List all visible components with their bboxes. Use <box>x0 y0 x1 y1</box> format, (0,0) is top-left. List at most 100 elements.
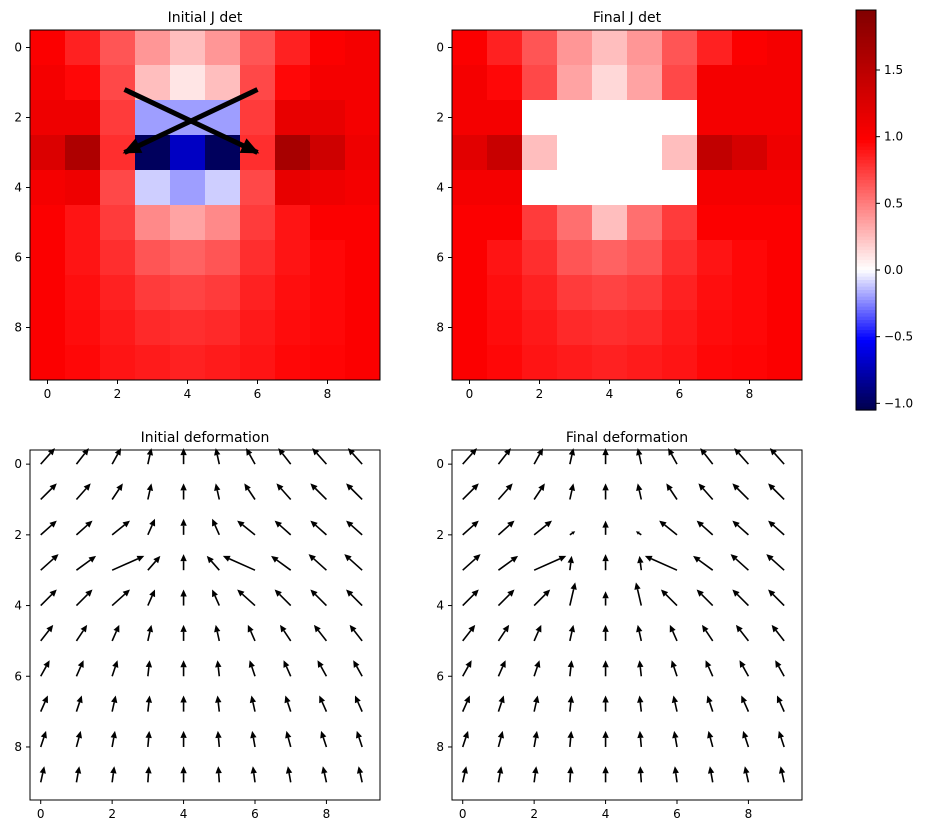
colorbar-segment <box>856 380 876 384</box>
arrow-head <box>149 589 156 598</box>
colorbar-segment <box>856 10 876 14</box>
heatmap-cell <box>135 30 171 66</box>
arrow-shaft <box>742 665 750 677</box>
x-tick-label: 6 <box>673 807 681 821</box>
colorbar-segment <box>856 223 876 228</box>
colorbar-segment <box>856 333 876 338</box>
quiver-arrow <box>212 518 221 536</box>
arrow-head <box>568 448 576 456</box>
arrow-head <box>49 589 57 597</box>
arrow-shaft <box>214 524 221 536</box>
arrow-shaft <box>639 562 643 571</box>
colorbar-frame <box>855 9 877 411</box>
heatmap-cell <box>135 205 171 241</box>
heatmap-cell <box>310 205 346 241</box>
quiver-arrow <box>602 448 609 465</box>
heatmap-cell <box>345 100 381 136</box>
colorbar-segment <box>856 296 876 301</box>
quiver-arrow <box>75 520 93 536</box>
arrow-shaft <box>736 593 749 607</box>
heatmap-cell <box>205 30 241 66</box>
quiver-arrow <box>602 624 609 641</box>
quiver-arrow <box>111 520 130 536</box>
colorbar-segment <box>856 250 876 254</box>
arrow-head <box>568 624 576 633</box>
arrow-head <box>659 520 667 528</box>
heatmap-cell <box>310 100 346 136</box>
colorbar-segment <box>856 93 876 98</box>
arrow-shaft <box>569 490 573 500</box>
arrow-shaft <box>111 558 139 571</box>
quiver-arrow <box>602 660 609 677</box>
quiver-arrow <box>40 624 54 642</box>
colorbar-segment <box>856 266 876 271</box>
arrow-head <box>543 589 551 597</box>
heatmap-cell <box>487 170 523 206</box>
colorbar-segment <box>856 403 876 408</box>
arrow-shaft <box>40 487 53 501</box>
quiver-arrow <box>237 520 256 536</box>
heatmap-cell <box>662 100 698 136</box>
colorbar-segment <box>856 236 876 241</box>
chart-title: Initial J det <box>168 10 243 26</box>
quiver-arrow <box>276 483 292 501</box>
x-tick-label: 8 <box>745 807 753 821</box>
quiver-arrow <box>569 531 576 536</box>
quiver-arrow <box>568 624 576 642</box>
arrow-shaft <box>358 737 363 748</box>
quiver-arrow <box>111 483 123 500</box>
arrow-head <box>567 730 574 739</box>
arrow-shaft <box>569 588 575 606</box>
arrow-head <box>507 520 515 528</box>
arrow-head <box>180 695 187 703</box>
x-tick-label: 6 <box>254 387 262 401</box>
heatmap-cell <box>627 170 663 206</box>
quiver-arrow <box>145 695 153 712</box>
y-tick-label: 4 <box>436 599 444 613</box>
arrow-head <box>634 582 641 590</box>
colorbar-segment <box>856 186 876 191</box>
colorbar-segment <box>856 160 876 164</box>
x-tick-label: 0 <box>37 807 45 821</box>
colorbar-tick-label: 0.5 <box>884 196 903 210</box>
arrow-shaft <box>639 702 643 712</box>
colorbar-segment <box>856 33 876 38</box>
heatmap-cell <box>487 135 523 171</box>
quiver-arrow <box>180 624 187 641</box>
heatmap-cell <box>662 310 698 346</box>
x-tick-label: 0 <box>459 807 467 821</box>
arrow-head <box>766 554 774 562</box>
colorbar-segment <box>856 80 876 84</box>
arrow-head <box>732 483 740 491</box>
quiver-arrow <box>310 520 327 536</box>
heatmap-cell <box>592 310 628 346</box>
heatmap-cell <box>100 65 136 101</box>
arrow-shaft <box>320 665 328 677</box>
arrow-head <box>310 589 318 597</box>
heatmap-cell <box>697 240 733 276</box>
y-tick-label: 8 <box>436 740 444 754</box>
arrow-head <box>471 520 479 528</box>
heatmap-cell <box>30 310 66 346</box>
arrow-head <box>743 766 750 774</box>
quiver-arrow <box>602 591 609 606</box>
colorbar-segment <box>856 76 876 81</box>
colorbar-segment <box>856 103 876 108</box>
y-tick-label: 0 <box>436 41 444 55</box>
heatmap-cell <box>592 345 628 381</box>
arrow-shaft <box>40 558 54 571</box>
arrow-shaft <box>280 488 292 501</box>
quiver-arrow <box>461 730 469 748</box>
arrow-head <box>558 555 567 562</box>
heatmap-cell <box>627 345 663 381</box>
arrow-head <box>696 589 704 597</box>
colorbar-segment <box>856 166 876 171</box>
quiver-arrow <box>180 518 187 535</box>
quiver-arrow <box>320 730 328 748</box>
quiver-arrow <box>567 766 574 783</box>
heatmap-cell <box>662 65 698 101</box>
quiver-arrow <box>280 624 292 642</box>
arrow-shaft <box>569 562 572 571</box>
arrow-shaft <box>279 593 292 607</box>
